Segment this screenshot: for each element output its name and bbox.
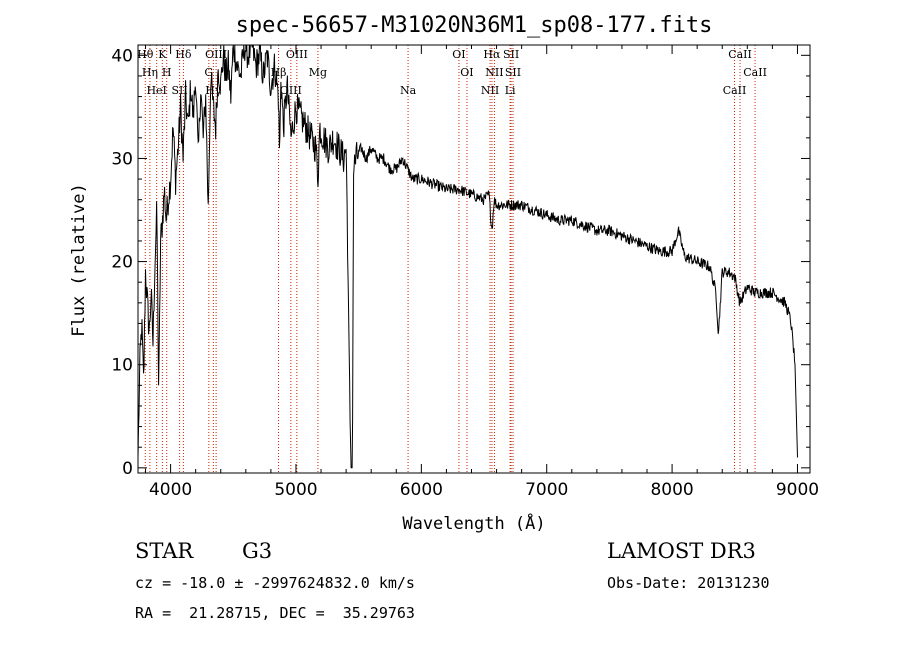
- emission-line-label: SII: [503, 48, 519, 61]
- x-tick-label: 7000: [525, 480, 568, 500]
- emission-line-label: Li: [505, 84, 516, 97]
- x-tick-label: 4000: [149, 480, 192, 500]
- emission-line-label: K: [158, 48, 167, 61]
- redshift-readout: cz = -18.0 ± -2997624832.0 km/s: [135, 574, 415, 592]
- emission-line-label: HeI: [146, 84, 166, 97]
- emission-line-label: CaII: [728, 48, 752, 61]
- emission-line-label: Na: [400, 84, 417, 97]
- emission-line-label: SII: [505, 66, 521, 79]
- emission-line-label: Hα: [483, 48, 501, 61]
- x-tick-label: 8000: [650, 480, 693, 500]
- emission-line-label: OIII: [205, 48, 227, 61]
- emission-line-markers: [144, 45, 756, 473]
- emission-line-label: SII: [172, 84, 188, 97]
- y-axis-label: Flux (relative): [69, 183, 89, 337]
- chart-title: spec-56657-M31020N36M1_sp08-177.fits: [236, 13, 713, 38]
- coordinates: RA = 21.28715, DEC = 35.29763: [135, 604, 415, 622]
- survey-name: LAMOST DR3: [607, 539, 756, 563]
- emission-line-label: Hδ: [175, 48, 192, 61]
- emission-line-label: OIII: [286, 48, 308, 61]
- x-tick-label: 9000: [776, 480, 819, 500]
- obs-date: Obs-Date: 20131230: [607, 574, 770, 592]
- y-tick-label: 0: [122, 459, 133, 479]
- y-tick-label: 20: [111, 253, 133, 273]
- emission-line-label: OIII: [280, 84, 302, 97]
- emission-line-label: H: [162, 66, 172, 79]
- y-tick-label: 30: [111, 149, 133, 169]
- emission-line-label: OI: [452, 48, 465, 61]
- emission-line-label: OI: [460, 66, 473, 79]
- object-subclass: G3: [242, 539, 273, 563]
- x-tick-label: 5000: [274, 480, 317, 500]
- x-axis-label: Wavelength (Å): [402, 512, 545, 534]
- emission-line-label: CaII: [723, 84, 747, 97]
- y-tick-label: 10: [111, 356, 133, 376]
- emission-line-labels: HθHηHeIKHSIIHδGHγOIIIHβOIIIOIIIMgNaOIOIN…: [137, 48, 767, 97]
- x-tick-label: 6000: [400, 480, 443, 500]
- axis-ticks: 4000 5000 6000 7000 8000 9000 0 10 20 30 40: [111, 45, 819, 500]
- emission-line-label: CaII: [743, 66, 767, 79]
- emission-line-label: Mg: [309, 66, 327, 79]
- emission-line-label: Hθ: [137, 48, 154, 61]
- object-class: STAR: [135, 539, 194, 563]
- emission-line-label: G: [204, 66, 213, 79]
- spectrum-line: [137, 44, 798, 469]
- plot-frame: [137, 44, 811, 474]
- y-tick-label: 40: [111, 46, 133, 66]
- emission-line-label: Hη: [142, 66, 158, 79]
- emission-line-label: NII: [485, 66, 503, 79]
- emission-line-label: NII: [481, 84, 499, 97]
